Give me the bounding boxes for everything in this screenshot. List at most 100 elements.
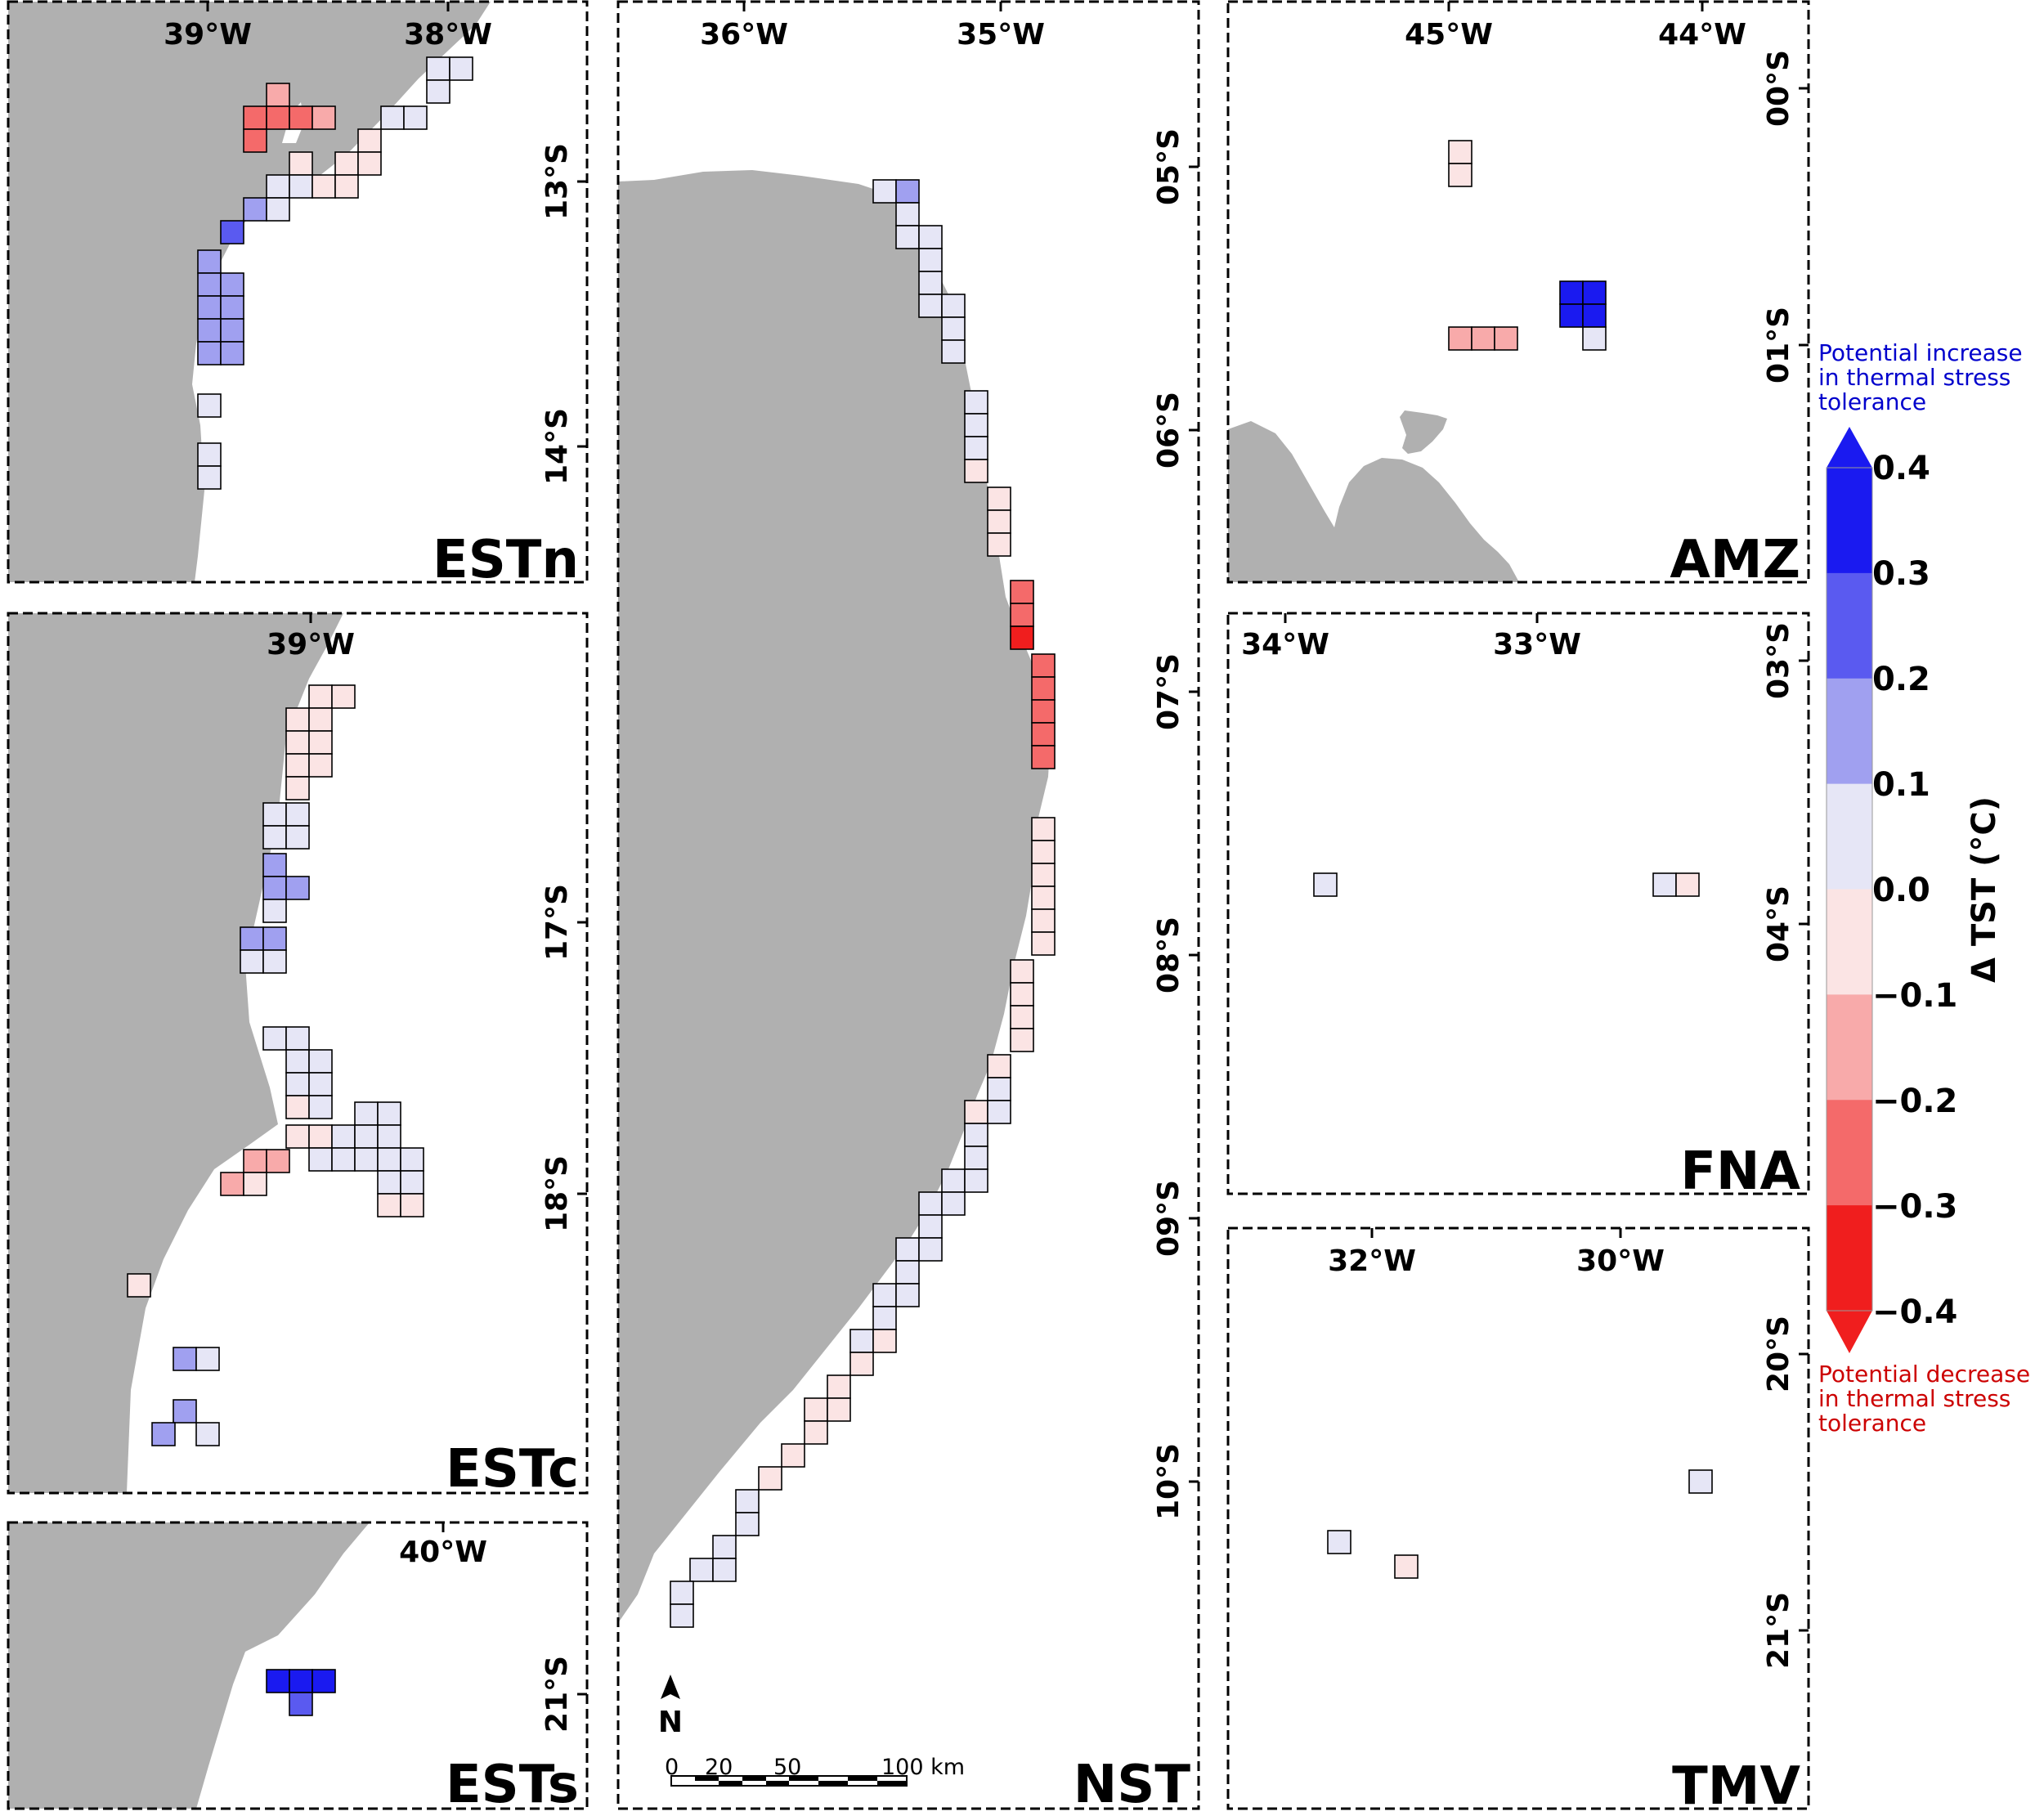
y-tick-label: 20°S <box>1762 1316 1795 1392</box>
legend: Potential increase in thermal stress tol… <box>1818 339 2030 1437</box>
grid-cell <box>312 1669 336 1693</box>
colorbar-tick-label: 0.2 <box>1872 661 1930 698</box>
land-mass <box>618 170 1051 1623</box>
grid-cell <box>357 128 382 153</box>
region-label: ESTn <box>433 530 579 590</box>
grid-cell <box>400 1147 424 1172</box>
increase-note: tolerance <box>1818 388 1926 415</box>
grid-cell <box>1582 326 1607 351</box>
colorbar-tick-label: −0.4 <box>1872 1294 1957 1331</box>
grid-cell <box>243 1172 267 1196</box>
grid-cell <box>1010 603 1034 627</box>
grid-cell <box>127 1273 151 1298</box>
grid-cell <box>173 1347 197 1371</box>
grid-cell <box>331 684 356 709</box>
grid-cell <box>941 294 966 318</box>
y-tick-label: 01°S <box>1762 307 1795 383</box>
north-arrow-label: N <box>658 1706 683 1739</box>
north-arrow: N <box>658 1675 683 1739</box>
grid-cell <box>308 707 333 732</box>
grid-cell <box>712 1558 737 1582</box>
grid-cell <box>895 1237 920 1262</box>
grid-cell <box>895 1260 920 1285</box>
panel-ests: 40°W 21°S ESTs <box>7 1521 589 1815</box>
grid-cell <box>285 1049 310 1074</box>
grid-cell <box>220 341 244 365</box>
colorbar-ticks: 0.4 0.3 0.2 0.1 0.0 −0.1 −0.2 −0.3 −0.4 <box>1872 450 1957 1331</box>
grid-cell <box>266 105 290 130</box>
grid-cell <box>964 413 988 437</box>
colorbar-tick-label: 0.0 <box>1872 872 1930 909</box>
y-tick-label: 00°S <box>1762 50 1795 127</box>
grid-cell <box>895 1283 920 1307</box>
x-tick-label: 40°W <box>399 1536 487 1569</box>
panel-frame <box>1226 612 1810 1195</box>
grid-cell <box>987 1054 1011 1078</box>
grid-cell <box>220 295 244 320</box>
grid-cell <box>262 899 287 923</box>
grid-cell <box>735 1512 760 1536</box>
grid-cell <box>377 1170 401 1195</box>
grid-cell <box>1652 872 1677 897</box>
grid-cell <box>1031 931 1056 956</box>
grid-cell <box>331 1147 356 1172</box>
colorbar-bin <box>1827 783 1872 890</box>
nst-cells <box>670 179 1056 1628</box>
grid-cell <box>941 1168 966 1193</box>
nst-y-axis: 05°S 06°S 07°S 08°S 09°S 10°S <box>1152 128 1199 1520</box>
panel-tmv: 32°W 30°W 20°S 21°S TMV <box>1226 1226 1810 1816</box>
grid-cell <box>1313 872 1338 897</box>
scale-bar: 0 20 50 100 km <box>665 1755 965 1787</box>
region-label: AMZ <box>1670 530 1800 590</box>
grid-cell <box>243 197 267 222</box>
panel-frame <box>7 1521 589 1810</box>
grid-cell <box>987 532 1011 557</box>
grid-cell <box>849 1352 874 1376</box>
y-tick-label: 05°S <box>1152 128 1186 205</box>
colorbar-bin <box>1827 889 1872 995</box>
grid-cell <box>240 949 264 974</box>
grid-cell <box>735 1489 760 1513</box>
grid-cell <box>987 487 1011 511</box>
panel-estc: 39°W 17°S 18°S ESTc <box>7 612 589 1500</box>
grid-cell <box>308 1072 333 1096</box>
grid-cell <box>1582 280 1607 305</box>
y-tick-label: 17°S <box>540 884 574 961</box>
y-tick-label: 21°S <box>540 1656 574 1733</box>
grid-cell <box>285 1095 310 1119</box>
grid-cell <box>941 316 966 341</box>
y-tick-label: 06°S <box>1152 392 1186 469</box>
grid-cell <box>964 436 988 460</box>
grid-cell <box>308 1095 333 1119</box>
grid-cell <box>941 1191 966 1216</box>
grid-cell <box>197 393 222 418</box>
grid-cell <box>827 1374 851 1399</box>
grid-cell <box>1688 1469 1713 1494</box>
grid-cell <box>312 105 336 130</box>
grid-cell <box>987 1077 1011 1101</box>
grid-cell <box>964 1123 988 1147</box>
grid-cell <box>1031 840 1056 864</box>
grid-cell <box>712 1535 737 1559</box>
grid-cell <box>872 179 897 204</box>
colorbar-tick-label: 0.3 <box>1872 555 1930 593</box>
grid-cell <box>285 1026 310 1051</box>
grid-cell <box>220 220 244 244</box>
colorbar-bottom-arrow <box>1827 1311 1872 1353</box>
region-label: NST <box>1074 1755 1191 1815</box>
grid-cell <box>872 1329 897 1353</box>
fna-cells <box>1313 872 1700 897</box>
grid-cell <box>964 390 988 415</box>
grid-cell <box>266 1149 290 1173</box>
tmv-cells <box>1327 1469 1713 1579</box>
grid-cell <box>262 853 287 877</box>
grid-cell <box>285 876 310 900</box>
grid-cell <box>285 1124 310 1149</box>
x-tick-label: 33°W <box>1493 628 1581 661</box>
x-tick-label: 38°W <box>404 18 492 52</box>
grid-cell <box>380 105 405 130</box>
decrease-note: Potential decrease <box>1818 1361 2030 1388</box>
grid-cell <box>964 1168 988 1193</box>
grid-cell <box>1031 863 1056 887</box>
x-tick-label: 45°W <box>1405 18 1493 52</box>
